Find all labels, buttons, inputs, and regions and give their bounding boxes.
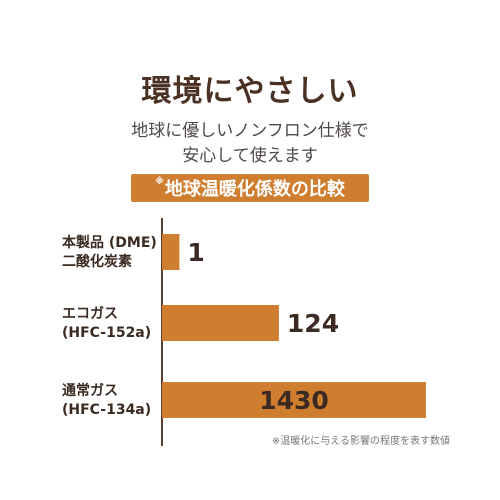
chart-title-banner: ※ 地球温暖化係数の比較 bbox=[131, 174, 369, 202]
banner-note-mark: ※ bbox=[155, 177, 164, 187]
category-label-3-line-2: (HFC-134a) bbox=[62, 402, 151, 418]
category-label-1-line-2: 二酸化炭素 bbox=[62, 253, 132, 270]
footnote: ※温暖化に与える影響の程度を表す数値 bbox=[271, 436, 450, 447]
category-label-1-line-1: 本製品 (DME) bbox=[62, 234, 157, 251]
category-label-3-line-1: 通常ガス bbox=[62, 382, 118, 399]
subtitle-line-1: 地球に優しいノンフロン仕様で bbox=[131, 121, 369, 141]
value-label-1: 1 bbox=[187, 238, 204, 267]
category-label-2-line-2: (HFC-152a) bbox=[62, 325, 151, 341]
value-label-3: 1430 bbox=[259, 386, 329, 415]
bar-1 bbox=[162, 234, 180, 270]
page-title: 環境にやさしい bbox=[141, 74, 359, 109]
bar-3 bbox=[162, 382, 426, 418]
category-label-2-line-1: エコガス bbox=[62, 306, 118, 322]
subtitle-line-2: 安心して使えます bbox=[182, 146, 318, 166]
value-label-2: 124 bbox=[287, 309, 339, 338]
bar-2 bbox=[162, 305, 279, 341]
banner-label: 地球温暖化係数の比較 bbox=[164, 179, 345, 200]
